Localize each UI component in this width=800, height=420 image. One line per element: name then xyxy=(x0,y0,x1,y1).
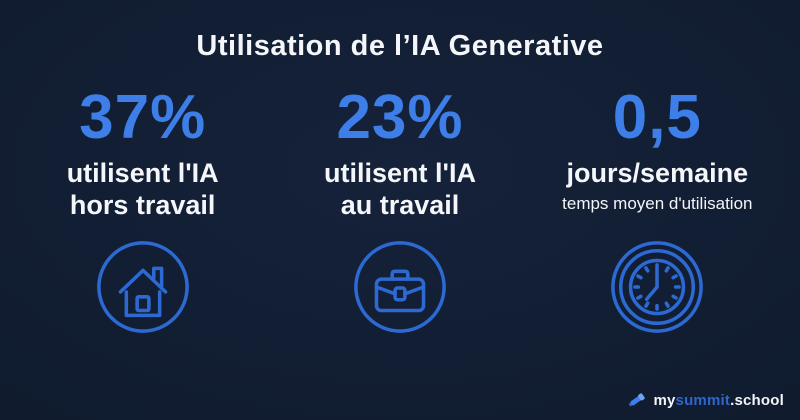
stats-row: 37% utilisent l'IA hors travail 23% util… xyxy=(0,87,800,336)
clock-icon xyxy=(529,238,786,336)
stat-label: utilisent l'IA au travail xyxy=(271,158,528,236)
logo-highlight: summit xyxy=(675,391,731,409)
stat-label-line1: utilisent l'IA xyxy=(324,158,476,188)
stat-column-hors-travail: 37% utilisent l'IA hors travail xyxy=(14,87,271,336)
page-title: Utilisation de l’IA Generative xyxy=(196,30,604,62)
stat-value: 0,5 xyxy=(612,83,702,152)
brand-logo: mysummit.school xyxy=(626,389,784,411)
telescope-icon xyxy=(626,389,648,411)
logo-prefix: my xyxy=(653,391,676,409)
briefcase-icon xyxy=(271,238,528,336)
logo-text: mysummit.school xyxy=(653,392,784,409)
stat-label-line2: hors travail xyxy=(69,189,216,220)
stat-label-line2: au travail xyxy=(340,189,460,220)
logo-suffix: .school xyxy=(730,391,784,409)
stat-value: 23% xyxy=(336,83,464,152)
stat-value: 37% xyxy=(79,83,207,152)
stat-column-au-travail: 23% utilisent l'IA au travail xyxy=(271,87,528,336)
stat-column-temps-moyen: 0,5 jours/semaine temps moyen d'utilisat… xyxy=(529,87,786,336)
stat-label: jours/semaine temps moyen d'utilisation xyxy=(529,158,786,236)
clock-ticks xyxy=(633,263,682,311)
stat-caption: temps moyen d'utilisation xyxy=(562,193,753,213)
stat-label-line1: utilisent l'IA xyxy=(66,158,219,188)
stat-label-line1: jours/semaine xyxy=(566,158,749,188)
house-icon xyxy=(14,238,271,336)
stat-label: utilisent l'IA hors travail xyxy=(14,158,271,236)
